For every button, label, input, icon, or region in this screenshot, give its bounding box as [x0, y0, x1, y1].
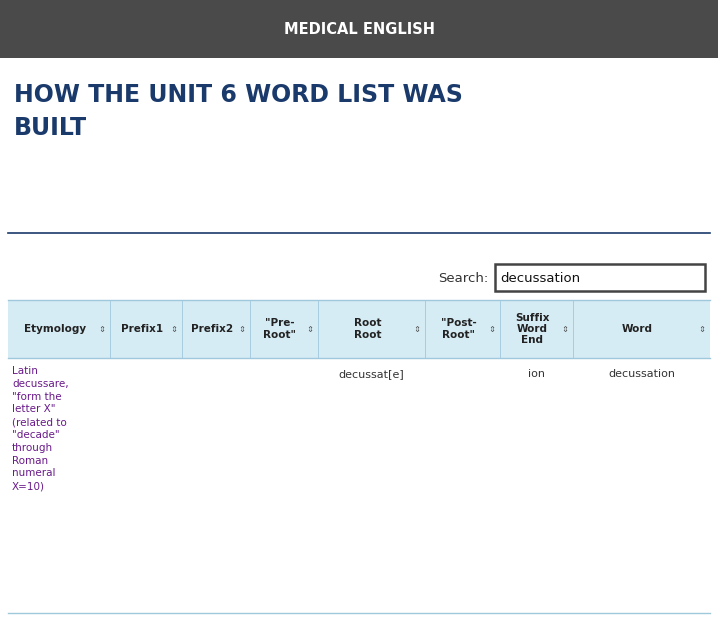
Text: ion: ion	[528, 369, 545, 379]
Text: MEDICAL ENGLISH: MEDICAL ENGLISH	[284, 22, 434, 37]
Text: Prefix1: Prefix1	[121, 324, 163, 334]
Text: decussation: decussation	[608, 369, 675, 379]
Text: ⇕: ⇕	[170, 325, 177, 333]
Text: decussat[e]: decussat[e]	[339, 369, 404, 379]
Text: BUILT: BUILT	[14, 116, 87, 140]
Bar	[8, 300, 710, 358]
Text: Latin
decussare,
"form the
letter X"
(related to
"decade"
through
Roman
numeral
: Latin decussare, "form the letter X" (re…	[12, 366, 69, 491]
Text: ⇕: ⇕	[488, 325, 495, 333]
Bar	[0, 0, 718, 58]
Text: ⇕: ⇕	[98, 325, 106, 333]
Text: HOW THE UNIT 6 WORD LIST WAS: HOW THE UNIT 6 WORD LIST WAS	[14, 83, 463, 107]
Text: Etymology: Etymology	[24, 324, 86, 334]
Text: Suffix
Word
End: Suffix Word End	[516, 313, 550, 345]
Text: ⇕: ⇕	[561, 325, 569, 333]
Bar	[495, 264, 705, 291]
Text: ⇕: ⇕	[307, 325, 314, 333]
Text: ⇕: ⇕	[238, 325, 246, 333]
Text: decussation: decussation	[500, 271, 580, 284]
Text: "Post-
Root": "Post- Root"	[441, 319, 476, 340]
Text: Root
Root: Root Root	[354, 319, 381, 340]
Text: Prefix2: Prefix2	[191, 324, 233, 334]
Text: Search:: Search:	[438, 271, 488, 284]
Text: Word: Word	[622, 324, 653, 334]
Text: ⇕: ⇕	[699, 325, 706, 333]
Text: ⇕: ⇕	[414, 325, 421, 333]
Text: "Pre-
Root": "Pre- Root"	[264, 319, 297, 340]
